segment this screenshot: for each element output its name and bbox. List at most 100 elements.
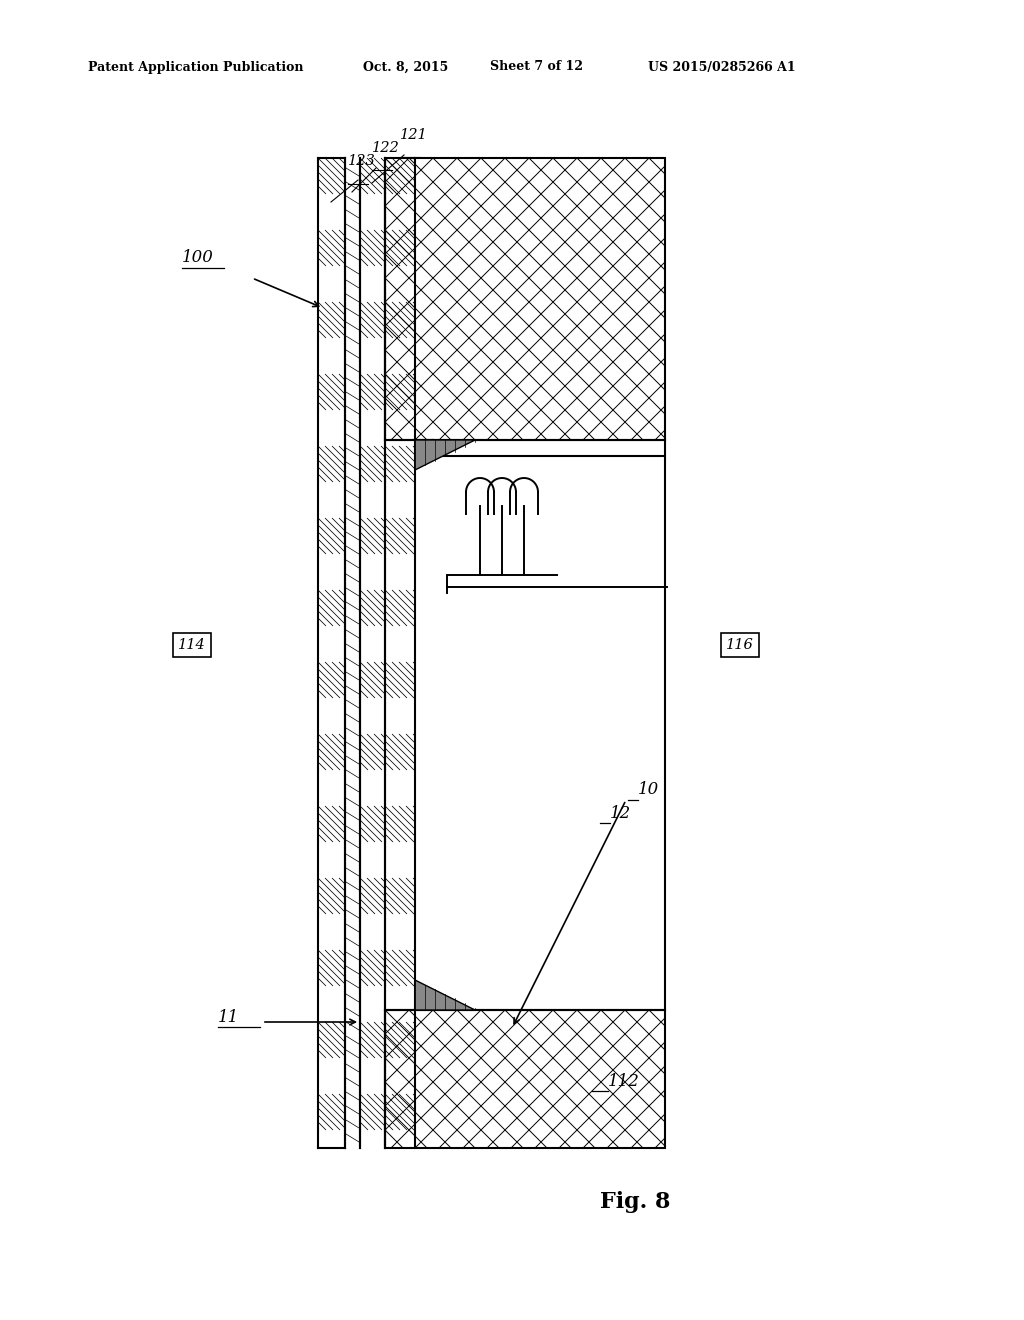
Text: 114: 114 xyxy=(178,638,206,652)
Bar xyxy=(360,1059,385,1094)
Bar xyxy=(360,950,385,986)
Bar xyxy=(360,338,385,374)
Text: 11: 11 xyxy=(218,1010,240,1027)
Bar xyxy=(318,554,345,590)
Bar xyxy=(360,770,385,807)
Bar xyxy=(360,807,385,842)
Bar xyxy=(385,1022,415,1059)
Bar xyxy=(360,194,385,230)
Bar xyxy=(318,411,345,446)
Bar xyxy=(360,1094,385,1130)
Bar xyxy=(385,734,415,770)
Bar xyxy=(385,590,415,626)
Bar xyxy=(360,878,385,913)
Bar xyxy=(385,626,415,663)
Bar xyxy=(385,770,415,807)
Text: 12: 12 xyxy=(610,805,631,822)
Bar xyxy=(385,554,415,590)
Bar xyxy=(360,158,385,194)
Bar xyxy=(360,374,385,411)
Bar xyxy=(385,1094,415,1130)
Bar xyxy=(318,194,345,230)
Bar xyxy=(385,302,415,338)
Bar xyxy=(318,842,345,878)
Polygon shape xyxy=(415,440,475,470)
Bar xyxy=(360,482,385,517)
Bar xyxy=(385,446,415,482)
Text: 10: 10 xyxy=(638,781,659,799)
Bar xyxy=(385,878,415,913)
Bar xyxy=(385,374,415,411)
Bar xyxy=(318,663,345,698)
Bar xyxy=(360,663,385,698)
Bar xyxy=(360,1130,385,1148)
Text: US 2015/0285266 A1: US 2015/0285266 A1 xyxy=(648,61,796,74)
Bar xyxy=(318,807,345,842)
Bar xyxy=(318,590,345,626)
Bar xyxy=(318,913,345,950)
Bar xyxy=(318,158,345,194)
Bar xyxy=(318,1130,345,1148)
Bar xyxy=(385,158,665,440)
Bar xyxy=(318,517,345,554)
Text: 123: 123 xyxy=(348,154,376,168)
Bar xyxy=(385,913,415,950)
Bar xyxy=(318,1059,345,1094)
Bar xyxy=(360,698,385,734)
Bar xyxy=(318,878,345,913)
Bar xyxy=(318,626,345,663)
Text: Sheet 7 of 12: Sheet 7 of 12 xyxy=(490,61,583,74)
Text: 112: 112 xyxy=(608,1073,640,1090)
Bar xyxy=(345,158,360,1148)
Bar xyxy=(318,338,345,374)
Bar xyxy=(385,842,415,878)
Text: Fig. 8: Fig. 8 xyxy=(600,1191,671,1213)
Bar xyxy=(360,842,385,878)
Bar xyxy=(385,1130,415,1148)
Bar xyxy=(385,482,415,517)
Bar xyxy=(385,517,415,554)
Bar xyxy=(360,554,385,590)
Bar xyxy=(360,267,385,302)
Bar xyxy=(318,698,345,734)
Bar xyxy=(318,1094,345,1130)
Bar xyxy=(318,446,345,482)
Bar xyxy=(385,411,415,446)
Bar xyxy=(360,446,385,482)
Text: 122: 122 xyxy=(372,141,399,154)
Bar xyxy=(318,230,345,267)
Bar xyxy=(385,230,415,267)
Bar xyxy=(318,950,345,986)
Bar xyxy=(318,770,345,807)
Bar xyxy=(318,267,345,302)
Bar xyxy=(360,230,385,267)
Bar xyxy=(360,517,385,554)
Text: Oct. 8, 2015: Oct. 8, 2015 xyxy=(362,61,449,74)
Text: Patent Application Publication: Patent Application Publication xyxy=(88,61,303,74)
Text: 116: 116 xyxy=(726,638,754,652)
Bar xyxy=(318,302,345,338)
Bar xyxy=(385,440,665,1010)
Bar xyxy=(318,1022,345,1059)
Bar xyxy=(385,194,415,230)
Bar xyxy=(385,986,415,1022)
Bar xyxy=(385,1059,415,1094)
Bar xyxy=(385,338,415,374)
Bar xyxy=(385,698,415,734)
Bar xyxy=(318,374,345,411)
Polygon shape xyxy=(415,979,475,1010)
Bar xyxy=(385,950,415,986)
Bar xyxy=(360,734,385,770)
Bar xyxy=(360,411,385,446)
Bar xyxy=(385,158,415,194)
Bar xyxy=(385,807,415,842)
Bar xyxy=(318,482,345,517)
Bar xyxy=(385,663,415,698)
Bar xyxy=(360,626,385,663)
Bar xyxy=(385,267,415,302)
Text: 121: 121 xyxy=(400,128,428,143)
Text: 100: 100 xyxy=(182,249,214,267)
Bar xyxy=(360,590,385,626)
Bar xyxy=(318,986,345,1022)
Bar xyxy=(360,913,385,950)
